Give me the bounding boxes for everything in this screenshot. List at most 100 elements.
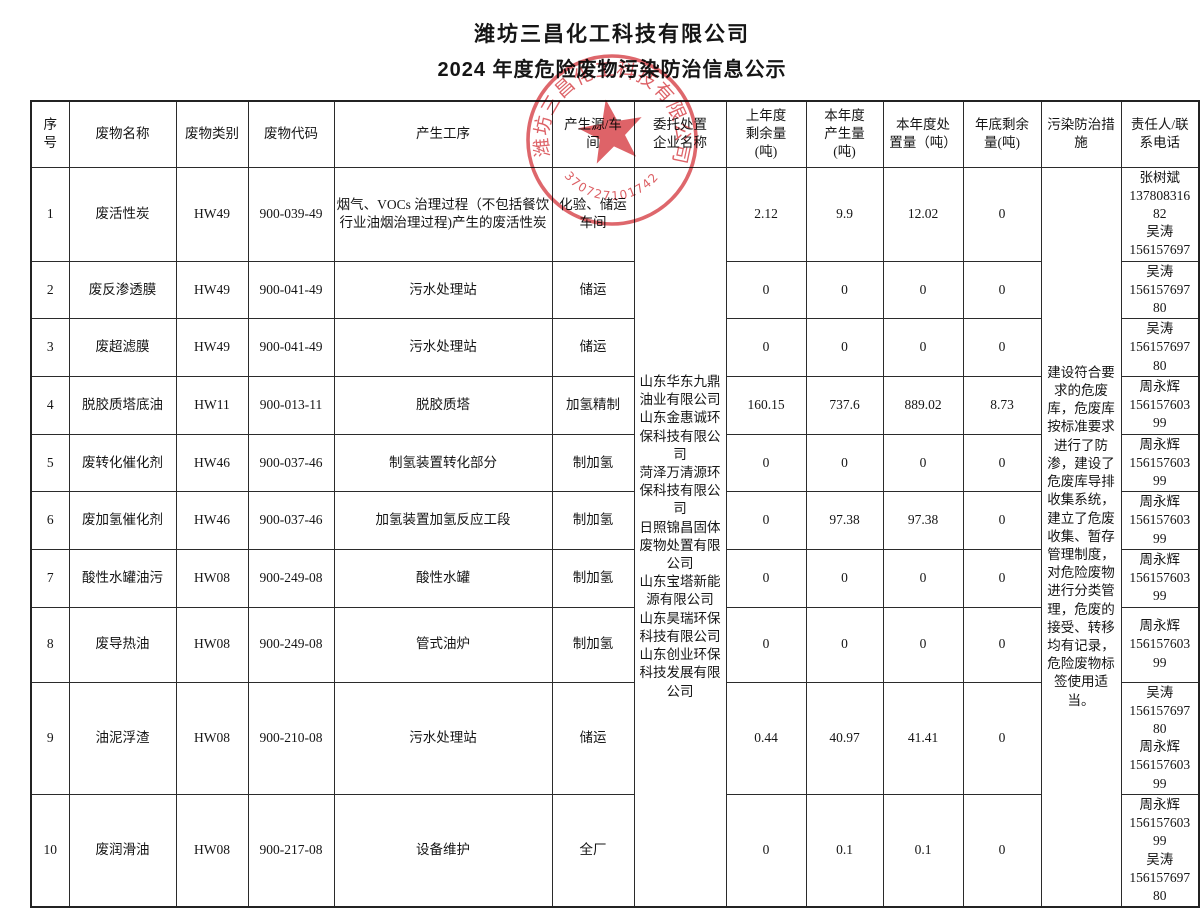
header-category: 废物类别 bbox=[175, 100, 249, 168]
cell-produced: 0 bbox=[805, 548, 884, 608]
cell-code: 900-217-08 bbox=[247, 793, 335, 908]
cell-source: 全厂 bbox=[551, 793, 635, 908]
cell-no: 8 bbox=[30, 606, 70, 683]
cell-category: HW46 bbox=[175, 433, 249, 493]
cell-contact: 周永辉 156157603 99 吴涛 156157697 80 bbox=[1120, 793, 1200, 908]
cell-disposed: 0 bbox=[882, 318, 964, 377]
header-measures: 污染防治措 施 bbox=[1040, 100, 1122, 168]
cell-process: 管式油炉 bbox=[333, 606, 553, 683]
table-row: 7 酸性水罐油污 HW08 900-249-08 酸性水罐 制加氢 0 0 0 … bbox=[30, 548, 1200, 608]
cell-produced: 0 bbox=[805, 260, 884, 320]
cell-year-end: 0 bbox=[962, 606, 1042, 683]
cell-category: HW08 bbox=[175, 548, 249, 608]
cell-waste-name: 废加氢催化剂 bbox=[68, 491, 177, 550]
cell-year-end: 0 bbox=[962, 433, 1042, 493]
cell-no: 5 bbox=[30, 433, 70, 493]
page-subtitle: 2024 年度危险废物污染防治信息公示 bbox=[437, 59, 787, 81]
cell-produced: 97.38 bbox=[805, 491, 884, 550]
cell-disposal-companies: 山东华东九鼎油业有限公司 山东金惠诚环保科技有限公司 菏泽万清源环保科技有限公司… bbox=[633, 166, 727, 908]
cell-process: 制氢装置转化部分 bbox=[333, 433, 553, 493]
table-row: 6 废加氢催化剂 HW46 900-037-46 加氢装置加氢反应工段 制加氢 … bbox=[30, 491, 1200, 550]
cell-process: 加氢装置加氢反应工段 bbox=[333, 491, 553, 550]
cell-prev-remain: 160.15 bbox=[725, 375, 807, 435]
table-row: 10 废润滑油 HW08 900-217-08 设备维护 全厂 0 0.1 0.… bbox=[30, 793, 1200, 908]
page-title: 潍坊三昌化工科技有限公司 bbox=[474, 23, 750, 46]
cell-contact: 周永辉 156157603 99 bbox=[1120, 491, 1200, 550]
cell-waste-name: 废反渗透膜 bbox=[68, 260, 177, 320]
cell-category: HW46 bbox=[175, 491, 249, 550]
cell-category: HW49 bbox=[175, 318, 249, 377]
header-waste-name: 废物名称 bbox=[68, 100, 177, 168]
cell-disposed: 0 bbox=[882, 433, 964, 493]
cell-contact: 周永辉 156157603 99 bbox=[1120, 375, 1200, 435]
cell-category: HW08 bbox=[175, 681, 249, 795]
cell-source: 储运 bbox=[551, 260, 635, 320]
table-row: 4 脱胶质塔底油 HW11 900-013-11 脱胶质塔 加氢精制 160.1… bbox=[30, 375, 1200, 435]
hazardous-waste-table: 序 号 废物名称 废物类别 废物代码 产生工序 产生源/车 间 委托处置 企业名… bbox=[30, 100, 1200, 908]
cell-disposed: 41.41 bbox=[882, 681, 964, 795]
cell-process: 污水处理站 bbox=[333, 681, 553, 795]
header-disposal-company: 委托处置 企业名称 bbox=[633, 100, 727, 168]
cell-no: 9 bbox=[30, 681, 70, 795]
cell-produced: 0.1 bbox=[805, 793, 884, 908]
cell-code: 900-210-08 bbox=[247, 681, 335, 795]
cell-code: 900-037-46 bbox=[247, 491, 335, 550]
cell-source: 制加氢 bbox=[551, 548, 635, 608]
cell-contact: 吴涛 156157697 80 bbox=[1120, 260, 1200, 320]
cell-source: 储运 bbox=[551, 681, 635, 795]
cell-category: HW11 bbox=[175, 375, 249, 435]
cell-produced: 0 bbox=[805, 318, 884, 377]
cell-code: 900-249-08 bbox=[247, 548, 335, 608]
header-row: 序 号 废物名称 废物类别 废物代码 产生工序 产生源/车 间 委托处置 企业名… bbox=[30, 100, 1200, 168]
cell-produced: 737.6 bbox=[805, 375, 884, 435]
cell-waste-name: 油泥浮渣 bbox=[68, 681, 177, 795]
cell-prev-remain: 0 bbox=[725, 433, 807, 493]
cell-prev-remain: 0 bbox=[725, 260, 807, 320]
cell-contact: 周永辉 156157603 99 bbox=[1120, 433, 1200, 493]
cell-no: 3 bbox=[30, 318, 70, 377]
cell-process: 酸性水罐 bbox=[333, 548, 553, 608]
cell-year-end: 0 bbox=[962, 166, 1042, 262]
cell-waste-name: 废超滤膜 bbox=[68, 318, 177, 377]
cell-no: 6 bbox=[30, 491, 70, 550]
cell-prev-remain: 0.44 bbox=[725, 681, 807, 795]
cell-year-end: 0 bbox=[962, 548, 1042, 608]
cell-prev-remain: 0 bbox=[725, 318, 807, 377]
header-no: 序 号 bbox=[30, 100, 70, 168]
cell-waste-name: 脱胶质塔底油 bbox=[68, 375, 177, 435]
cell-category: HW08 bbox=[175, 606, 249, 683]
cell-year-end: 8.73 bbox=[962, 375, 1042, 435]
cell-source: 加氢精制 bbox=[551, 375, 635, 435]
table-row: 9 油泥浮渣 HW08 900-210-08 污水处理站 储运 0.44 40.… bbox=[30, 681, 1200, 795]
cell-year-end: 0 bbox=[962, 491, 1042, 550]
cell-source: 化验、储运车间 bbox=[551, 166, 635, 262]
header-disposed: 本年度处 置量（吨） bbox=[882, 100, 964, 168]
table-row: 3 废超滤膜 HW49 900-041-49 污水处理站 储运 0 0 0 0 … bbox=[30, 318, 1200, 377]
cell-code: 900-039-49 bbox=[247, 166, 335, 262]
header-source: 产生源/车 间 bbox=[551, 100, 635, 168]
cell-code: 900-249-08 bbox=[247, 606, 335, 683]
cell-no: 7 bbox=[30, 548, 70, 608]
cell-prev-remain: 0 bbox=[725, 606, 807, 683]
cell-no: 2 bbox=[30, 260, 70, 320]
cell-prev-remain: 0 bbox=[725, 548, 807, 608]
header-code: 废物代码 bbox=[247, 100, 335, 168]
cell-process: 污水处理站 bbox=[333, 318, 553, 377]
cell-produced: 9.9 bbox=[805, 166, 884, 262]
cell-contact: 周永辉 156157603 99 bbox=[1120, 606, 1200, 683]
cell-year-end: 0 bbox=[962, 681, 1042, 795]
table-row: 5 废转化催化剂 HW46 900-037-46 制氢装置转化部分 制加氢 0 … bbox=[30, 433, 1200, 493]
cell-prev-remain: 0 bbox=[725, 491, 807, 550]
header-produced: 本年度 产生量 (吨) bbox=[805, 100, 884, 168]
cell-source: 制加氢 bbox=[551, 606, 635, 683]
table-row: 1 废活性炭 HW49 900-039-49 烟气、VOCs 治理过程（不包括餐… bbox=[30, 166, 1200, 908]
cell-produced: 0 bbox=[805, 433, 884, 493]
cell-no: 10 bbox=[30, 793, 70, 908]
cell-process: 设备维护 bbox=[333, 793, 553, 908]
cell-process: 烟气、VOCs 治理过程（不包括餐饮行业油烟治理过程)产生的废活性炭 bbox=[333, 166, 553, 262]
cell-waste-name: 废导热油 bbox=[68, 606, 177, 683]
cell-category: HW49 bbox=[175, 166, 249, 262]
cell-disposed: 12.02 bbox=[882, 166, 964, 262]
header-contact: 责任人/联 系电话 bbox=[1120, 100, 1200, 168]
table-row: 8 废导热油 HW08 900-249-08 管式油炉 制加氢 0 0 0 0 … bbox=[30, 606, 1200, 683]
